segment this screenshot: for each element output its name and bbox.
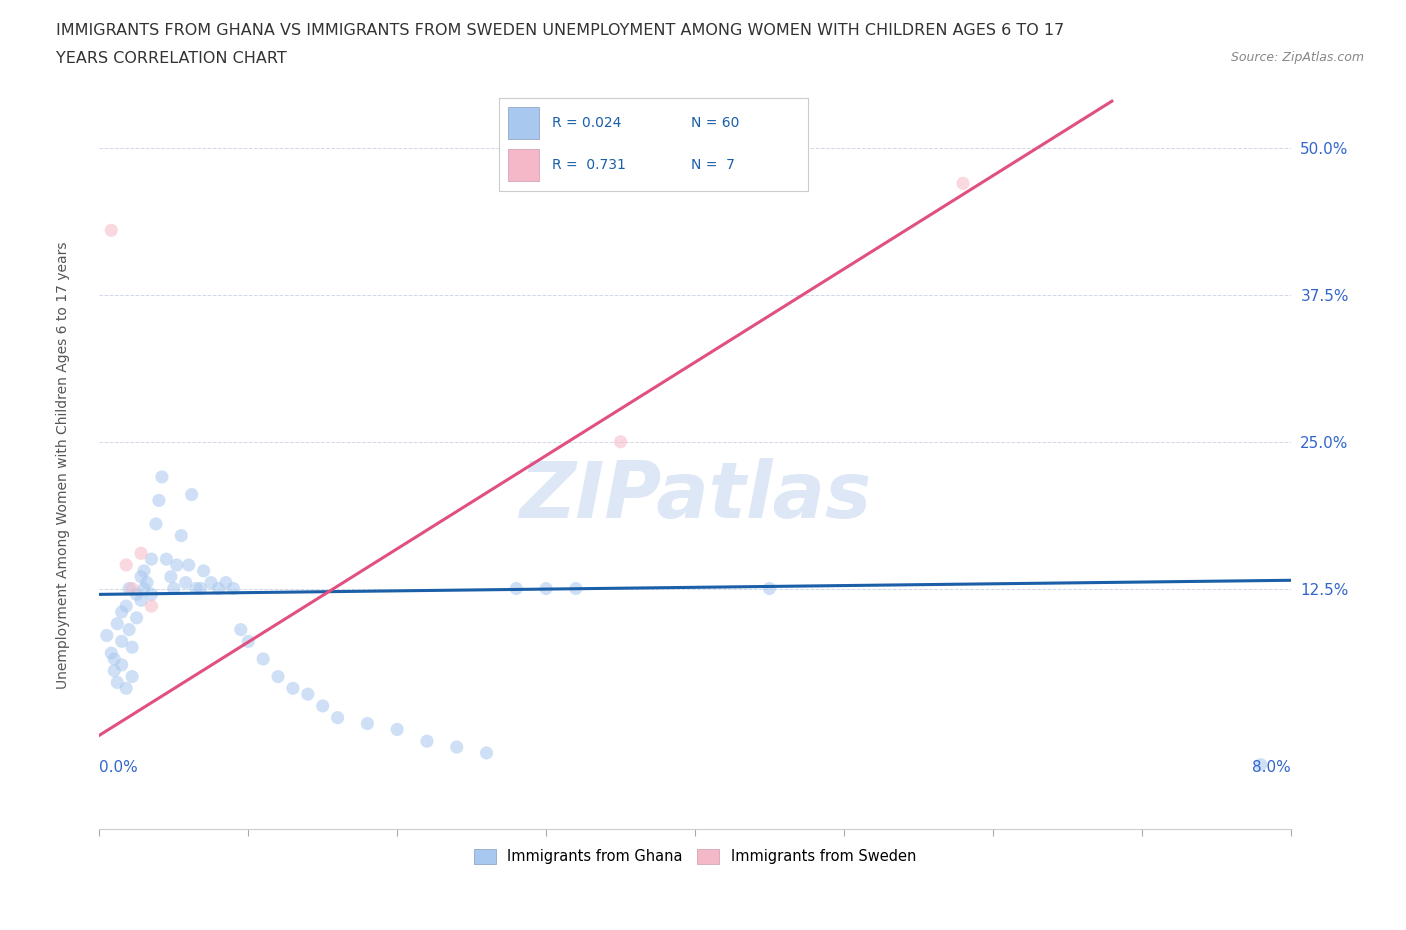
Point (505, 581, 527, 596)
Point (150, 470, 173, 485)
Text: R =  0.731: R = 0.731 (551, 157, 626, 172)
Point (446, 739, 468, 754)
FancyBboxPatch shape (509, 107, 540, 140)
Point (145, 516, 167, 531)
Text: Source: ZipAtlas.com: Source: ZipAtlas.com (1230, 51, 1364, 64)
Point (121, 581, 143, 596)
Text: R = 0.024: R = 0.024 (551, 115, 621, 130)
Text: Unemployment Among Women with Children Ages 6 to 17 years: Unemployment Among Women with Children A… (56, 241, 70, 689)
Point (115, 558, 138, 573)
Text: N = 60: N = 60 (690, 115, 740, 130)
Text: 8.0%: 8.0% (1251, 761, 1291, 776)
Legend: Immigrants from Ghana, Immigrants from Sweden: Immigrants from Ghana, Immigrants from S… (468, 843, 922, 870)
Point (758, 581, 780, 596)
Point (103, 663, 125, 678)
Point (121, 670, 143, 684)
Point (238, 634, 260, 649)
Point (609, 434, 631, 449)
Point (193, 564, 215, 578)
Point (105, 617, 128, 631)
FancyBboxPatch shape (509, 149, 540, 181)
Point (177, 558, 200, 573)
Point (174, 575, 197, 590)
Point (132, 564, 155, 578)
Point (190, 581, 212, 596)
Point (96, 628, 118, 643)
Point (186, 581, 208, 596)
Point (207, 581, 229, 596)
Point (215, 575, 238, 590)
Point (475, 746, 498, 761)
Point (132, 581, 155, 596)
Point (200, 575, 222, 590)
Point (281, 681, 304, 696)
Point (129, 592, 152, 607)
Point (326, 711, 349, 725)
Point (115, 681, 138, 696)
Point (100, 645, 122, 660)
Point (115, 599, 138, 614)
Point (141, 587, 163, 602)
Point (121, 640, 143, 655)
Point (160, 569, 183, 584)
Point (170, 528, 193, 543)
Point (1250, 757, 1272, 772)
Point (222, 581, 245, 596)
Point (565, 581, 588, 596)
Point (416, 734, 439, 749)
Point (111, 658, 134, 672)
Point (534, 581, 557, 596)
Point (267, 670, 290, 684)
Point (385, 722, 408, 737)
Point (312, 698, 335, 713)
Point (105, 675, 128, 690)
Point (297, 686, 319, 701)
Point (129, 569, 152, 584)
Point (229, 622, 252, 637)
Point (163, 581, 186, 596)
Point (118, 581, 141, 596)
Point (100, 223, 122, 238)
Point (136, 575, 159, 590)
Point (125, 610, 148, 625)
Point (252, 652, 274, 667)
Point (111, 634, 134, 649)
Point (103, 652, 125, 667)
Text: ZIPatlas: ZIPatlas (519, 458, 872, 535)
Point (180, 487, 202, 502)
Point (125, 587, 148, 602)
Point (118, 622, 141, 637)
Text: 0.0%: 0.0% (100, 761, 138, 776)
Text: N =  7: N = 7 (690, 157, 735, 172)
Point (356, 716, 378, 731)
Text: YEARS CORRELATION CHART: YEARS CORRELATION CHART (56, 51, 287, 66)
Point (952, 176, 974, 191)
Text: IMMIGRANTS FROM GHANA VS IMMIGRANTS FROM SWEDEN UNEMPLOYMENT AMONG WOMEN WITH CH: IMMIGRANTS FROM GHANA VS IMMIGRANTS FROM… (56, 23, 1064, 38)
Point (166, 558, 188, 573)
Point (155, 551, 177, 566)
Point (148, 493, 170, 508)
Point (141, 599, 163, 614)
Point (141, 551, 163, 566)
Point (129, 546, 152, 561)
Point (111, 604, 134, 619)
